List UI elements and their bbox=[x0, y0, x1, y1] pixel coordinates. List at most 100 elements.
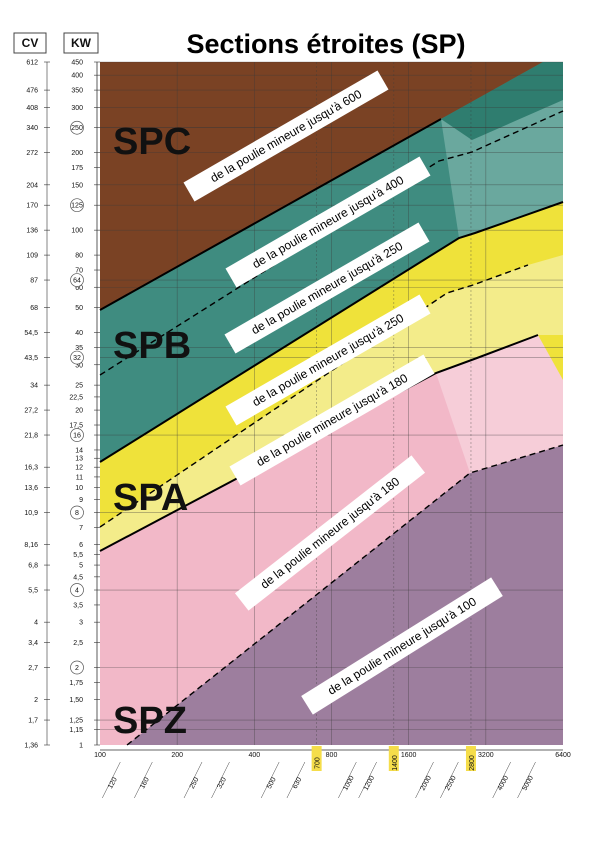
x-tick-label: 2800 bbox=[469, 755, 476, 771]
cv-tick-label: 6,8 bbox=[28, 563, 38, 570]
kw-tick-label: 30 bbox=[75, 362, 83, 369]
kw-circled-marker bbox=[70, 505, 84, 520]
cv-tick-label: 204 bbox=[26, 182, 38, 189]
region-label-spb: SPB bbox=[113, 325, 191, 367]
kw-tick-label: 13 bbox=[75, 456, 83, 463]
kw-tick-label: 25 bbox=[75, 383, 83, 390]
x-rotated-tick-label: 2000 bbox=[419, 775, 433, 792]
x-tick-label: 800 bbox=[326, 752, 338, 759]
kw-tick-label: 10 bbox=[75, 485, 83, 492]
kw-circled-label: 64 bbox=[73, 278, 81, 285]
kw-tick-label: 17,5 bbox=[69, 423, 83, 430]
kw-circled-label: 16 bbox=[73, 433, 81, 440]
x-highlight-box bbox=[388, 746, 399, 771]
cv-tick-label: 13,6 bbox=[24, 485, 38, 492]
kw-tick-label: 70 bbox=[75, 268, 83, 275]
cv-tick-label: 1,36 bbox=[24, 743, 38, 750]
cv-axis: 612 476 408 340 272 204 170 136 109 87 68 54,5 43,5 3… bbox=[24, 60, 50, 750]
boundary-line-spc bbox=[99, 118, 442, 311]
cv-tick-label: 5,5 bbox=[28, 588, 38, 595]
x-rotated-tick-label: 2500 bbox=[444, 775, 458, 792]
cv-header: CV bbox=[22, 36, 39, 50]
kw-header-box bbox=[63, 32, 99, 54]
cv-tick-label: 16,3 bbox=[24, 465, 38, 472]
x-highlight-box bbox=[311, 746, 322, 771]
kw-tick-label: 20 bbox=[75, 408, 83, 415]
kw-tick-label: 11 bbox=[76, 474, 83, 481]
x-tick-label: 700 bbox=[315, 757, 322, 769]
region-spc bbox=[100, 62, 543, 310]
kw-circled-label: 8 bbox=[75, 510, 79, 517]
kw-circled-label: 125 bbox=[71, 203, 83, 210]
kw-header: KW bbox=[71, 36, 92, 50]
kw-circled-label: 2 bbox=[75, 665, 79, 672]
chart-title: Sections étroites (SP) bbox=[186, 29, 465, 59]
cv-tick-label: 109 bbox=[26, 253, 38, 260]
kw-tick-label: 1,15 bbox=[69, 727, 83, 734]
region-spa-light bbox=[436, 330, 563, 473]
grid-lines bbox=[100, 61, 563, 745]
x-rotated-tick-label: 1000 bbox=[342, 775, 356, 792]
cv-tick-label: 340 bbox=[26, 125, 38, 132]
kw-tick-label: 1,75 bbox=[69, 680, 83, 687]
x-tick-label: 3200 bbox=[478, 752, 494, 759]
cv-tick-label: 43,5 bbox=[24, 355, 38, 362]
cv-tick-label: 408 bbox=[26, 105, 38, 112]
x-rotated-tick-label: 320 bbox=[216, 776, 228, 790]
kw-circled-marker bbox=[70, 350, 84, 365]
region-label-spa: SPA bbox=[113, 477, 188, 519]
x-tick-label: 400 bbox=[248, 752, 260, 759]
x-highlight-box bbox=[465, 746, 476, 771]
x-rotated-tick-label: 4000 bbox=[497, 775, 511, 792]
x-tick-label: 1400 bbox=[392, 755, 399, 771]
cv-tick-label: 612 bbox=[26, 60, 38, 67]
x-rotated-tick-label: 1200 bbox=[363, 775, 377, 792]
cv-tick-label: 4 bbox=[34, 620, 38, 627]
x-rotated-tick-label: 120 bbox=[107, 776, 119, 790]
cv-tick-label: 68 bbox=[30, 305, 38, 312]
cv-tick-label: 476 bbox=[26, 88, 38, 95]
kw-tick-label: 6 bbox=[79, 542, 83, 549]
kw-tick-label: 175 bbox=[71, 165, 83, 172]
kw-tick-label: 60 bbox=[75, 285, 83, 292]
region-label-spz: SPZ bbox=[113, 700, 187, 742]
cv-tick-label: 2,7 bbox=[28, 665, 38, 672]
kw-circled-label: 4 bbox=[75, 588, 79, 595]
x-rotated-tick-label: 500 bbox=[266, 776, 278, 790]
cv-tick-label: 1,7 bbox=[28, 718, 38, 725]
x-rotated-tick-label: 160 bbox=[139, 776, 151, 790]
cv-tick-label: 10,9 bbox=[24, 510, 38, 517]
kw-tick-label: 22,5 bbox=[69, 394, 83, 401]
x-axis: 100 200 400 700 800 1400 1600 2800 3200 6400 120 16… bbox=[94, 746, 571, 799]
kw-circled-marker bbox=[70, 198, 84, 213]
kw-tick-label: 400 bbox=[71, 73, 83, 80]
kw-tick-label: 9 bbox=[79, 497, 83, 504]
x-tick-label: 6400 bbox=[555, 752, 571, 759]
kw-tick-label: 35 bbox=[75, 345, 83, 352]
kw-tick-label: 1 bbox=[79, 743, 83, 750]
x-rotated-tick-label: 250 bbox=[189, 776, 201, 790]
cv-tick-label: 272 bbox=[26, 150, 38, 157]
kw-tick-label: 3,5 bbox=[73, 602, 83, 609]
cv-tick-label: 21,8 bbox=[24, 433, 38, 440]
kw-tick-label: 14 bbox=[75, 447, 83, 454]
kw-tick-label: 40 bbox=[75, 330, 83, 337]
kw-tick-label: 300 bbox=[71, 105, 83, 112]
cv-tick-label: 2 bbox=[34, 697, 38, 704]
kw-tick-label: 450 bbox=[71, 60, 83, 67]
x-rotated-tick-label: 5000 bbox=[521, 775, 535, 792]
kw-circled-label: 250 bbox=[71, 125, 83, 132]
kw-circled-marker bbox=[70, 660, 84, 675]
kw-tick-label: 5,5 bbox=[73, 552, 83, 559]
kw-circled-label: 32 bbox=[73, 355, 81, 362]
kw-tick-label: 7 bbox=[79, 525, 83, 532]
cv-tick-label: 3,4 bbox=[28, 640, 38, 647]
kw-axis: 4504003503002001751501008070605040353025… bbox=[69, 60, 100, 750]
kw-tick-label: 80 bbox=[75, 253, 83, 260]
kw-tick-label: 350 bbox=[71, 88, 83, 95]
kw-tick-label: 150 bbox=[71, 182, 83, 189]
kw-tick-label: 50 bbox=[75, 305, 83, 312]
kw-circled-marker bbox=[70, 428, 84, 442]
kw-tick-label: 100 bbox=[71, 228, 83, 235]
